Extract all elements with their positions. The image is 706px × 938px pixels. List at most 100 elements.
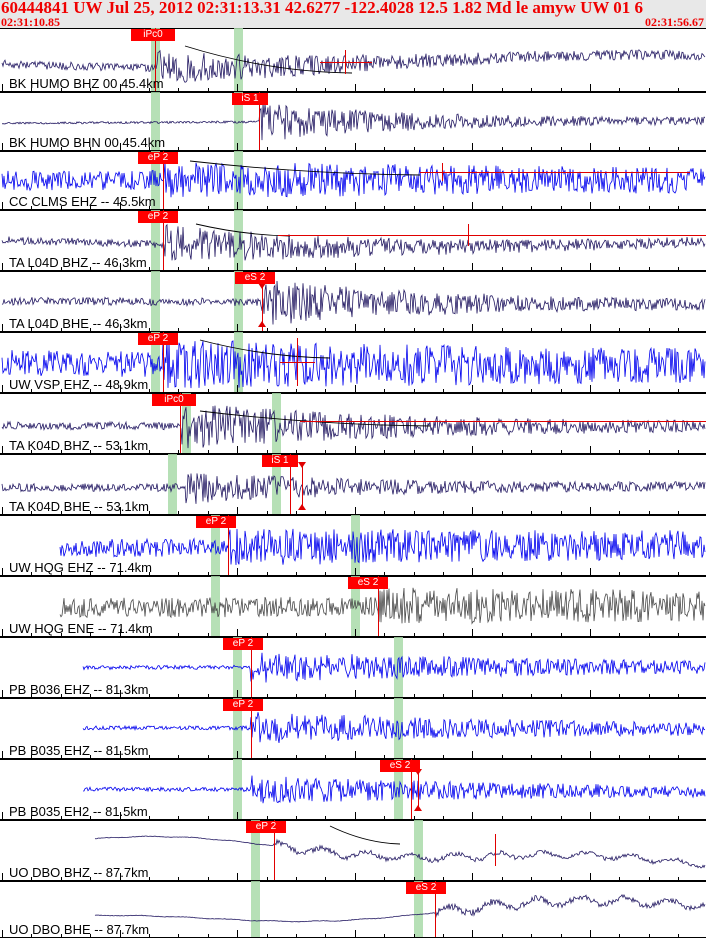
trace-row[interactable]: eP 2 UO DBO BHZ -- 87.7km — [0, 820, 706, 881]
phase-pick-line[interactable] — [411, 759, 412, 820]
phase-pick-line[interactable] — [155, 28, 156, 92]
time-axis-tick — [502, 389, 503, 393]
amplitude-marker[interactable] — [468, 224, 469, 246]
time-axis-tick — [384, 450, 385, 454]
trace-top-rule — [0, 454, 706, 455]
trace-row[interactable]: iPc0 TA K04D BHZ -- 53.1km — [0, 393, 706, 454]
time-axis-tick — [61, 511, 62, 515]
phase-pick-line[interactable] — [163, 151, 164, 210]
trace-row[interactable]: eP 2 CC CLMS EHZ -- 45.5km — [0, 151, 706, 210]
station-channel-label: PB B035 EHZ -- 81.5km — [9, 743, 149, 758]
trace-row[interactable]: eS 2 TA L04D BHE -- 46.3km — [0, 271, 706, 332]
phase-pick-label[interactable]: eS 2 — [380, 760, 420, 772]
time-axis-tick — [590, 143, 591, 151]
amplitude-marker[interactable] — [345, 50, 346, 74]
trace-row[interactable]: eS 2 UW HQG ENE -- 71.4km — [0, 576, 706, 637]
time-axis-tick — [678, 88, 679, 92]
trace-row[interactable]: eP 2 UW VSP EHZ -- 48.9km — [0, 332, 706, 393]
time-axis-tick — [531, 147, 532, 151]
time-axis-tick — [178, 816, 179, 820]
phase-pick-label[interactable]: eP 2 — [138, 333, 178, 345]
time-axis-tick — [472, 263, 473, 271]
time-axis-tick — [325, 389, 326, 393]
phase-pick-label[interactable]: eS 2 — [406, 882, 446, 894]
time-axis-tick — [502, 88, 503, 92]
phase-pick-line[interactable] — [163, 332, 164, 393]
trace-row[interactable]: eS 2 PB B035 EH2 -- 81.5km — [0, 759, 706, 820]
phase-pick-line[interactable] — [180, 393, 181, 454]
phase-pick-label[interactable]: eP 2 — [196, 516, 236, 528]
amplitude-marker[interactable] — [442, 163, 443, 181]
phase-pick-line[interactable] — [378, 576, 379, 637]
time-axis-tick — [149, 755, 150, 759]
time-axis-tick — [120, 446, 121, 454]
time-axis-tick — [502, 511, 503, 515]
trace-row[interactable]: iS 1 TA K04D BHE -- 53.1km — [0, 454, 706, 515]
phase-pick-label[interactable]: eP 2 — [246, 821, 286, 833]
time-axis-tick — [31, 389, 32, 393]
time-axis-tick — [355, 568, 356, 576]
phase-pick-line[interactable] — [435, 881, 436, 938]
time-axis-tick — [590, 751, 591, 759]
station-channel-label: TA K04D BHZ -- 53.1km — [9, 438, 149, 453]
window-start-time: 02:31:10.85 — [1, 15, 60, 29]
phase-pick-label[interactable]: iS 1 — [232, 93, 268, 105]
time-axis-tick — [120, 930, 121, 938]
time-axis-tick — [149, 328, 150, 332]
theoretical-arrival-band — [234, 271, 243, 332]
phase-pick-label[interactable]: iPc0 — [152, 394, 196, 406]
time-axis-tick — [472, 629, 473, 637]
phase-pick-line[interactable] — [290, 454, 291, 515]
phase-pick-label[interactable]: eS 2 — [348, 577, 388, 589]
time-axis-tick — [61, 389, 62, 393]
phase-pick-label[interactable]: iS 1 — [262, 455, 298, 467]
time-axis-tick — [149, 934, 150, 938]
time-axis-tick — [590, 385, 591, 393]
phase-pick-label[interactable]: eP 2 — [138, 152, 178, 164]
trace-row[interactable]: eP 2 TA L04D BHZ -- 46.3km — [0, 210, 706, 271]
trace-row[interactable]: eS 2 UO DBO BHE -- 87.7km — [0, 881, 706, 938]
amplitude-marker[interactable] — [418, 769, 419, 811]
trace-row[interactable]: iS 1 BK HUMO BHN 00 45.4km — [0, 92, 706, 151]
amplitude-marker[interactable] — [297, 338, 298, 386]
phase-pick-label[interactable]: iPc0 — [131, 29, 175, 41]
time-axis-tick — [120, 568, 121, 576]
theoretical-arrival-band — [151, 271, 160, 332]
trace-row[interactable]: eP 2 UW HQG EHZ -- 71.4km — [0, 515, 706, 576]
phase-pick-line[interactable] — [262, 271, 263, 332]
time-axis-tick — [414, 511, 415, 515]
trace-row[interactable]: eP 2 PB B036 EHZ -- 81.3km — [0, 637, 706, 698]
phase-pick-label[interactable]: eP 2 — [223, 699, 263, 711]
time-axis-tick — [649, 389, 650, 393]
time-axis-tick — [149, 88, 150, 92]
phase-pick-line[interactable] — [259, 92, 260, 151]
time-axis-tick — [149, 206, 150, 210]
time-axis-tick — [443, 511, 444, 515]
time-axis-tick — [414, 328, 415, 332]
phase-pick-label[interactable]: eP 2 — [138, 211, 178, 223]
amplitude-marker[interactable] — [302, 462, 303, 510]
phase-pick-line[interactable] — [163, 210, 164, 271]
phase-pick-label[interactable]: eS 2 — [235, 272, 275, 284]
trace-row[interactable]: iPc0 BK HUMO BHZ 00 45.4km — [0, 28, 706, 92]
amplitude-marker[interactable] — [495, 834, 496, 866]
time-axis-tick — [208, 877, 209, 881]
time-axis-tick — [619, 755, 620, 759]
amplitude-cap-down-icon — [298, 462, 306, 468]
phase-pick-label[interactable]: eP 2 — [223, 638, 263, 650]
waveform-trace — [94, 835, 706, 869]
time-axis-tick — [619, 206, 620, 210]
time-axis-tick — [120, 263, 121, 271]
phase-pick-line[interactable] — [228, 515, 229, 576]
phase-pick-line[interactable] — [251, 698, 252, 759]
time-axis-tick — [561, 328, 562, 332]
trace-row[interactable]: eP 2 PB B035 EHZ -- 81.5km — [0, 698, 706, 759]
phase-pick-line[interactable] — [274, 820, 275, 881]
time-axis-tick — [208, 816, 209, 820]
time-axis-tick — [208, 755, 209, 759]
trace-stack[interactable]: iPc0 BK HUMO BHZ 00 45.4km iS 1 BK HUMO BHN… — [0, 28, 706, 938]
phase-pick-line[interactable] — [251, 637, 252, 698]
time-axis-tick — [61, 328, 62, 332]
time-axis-tick — [325, 206, 326, 210]
